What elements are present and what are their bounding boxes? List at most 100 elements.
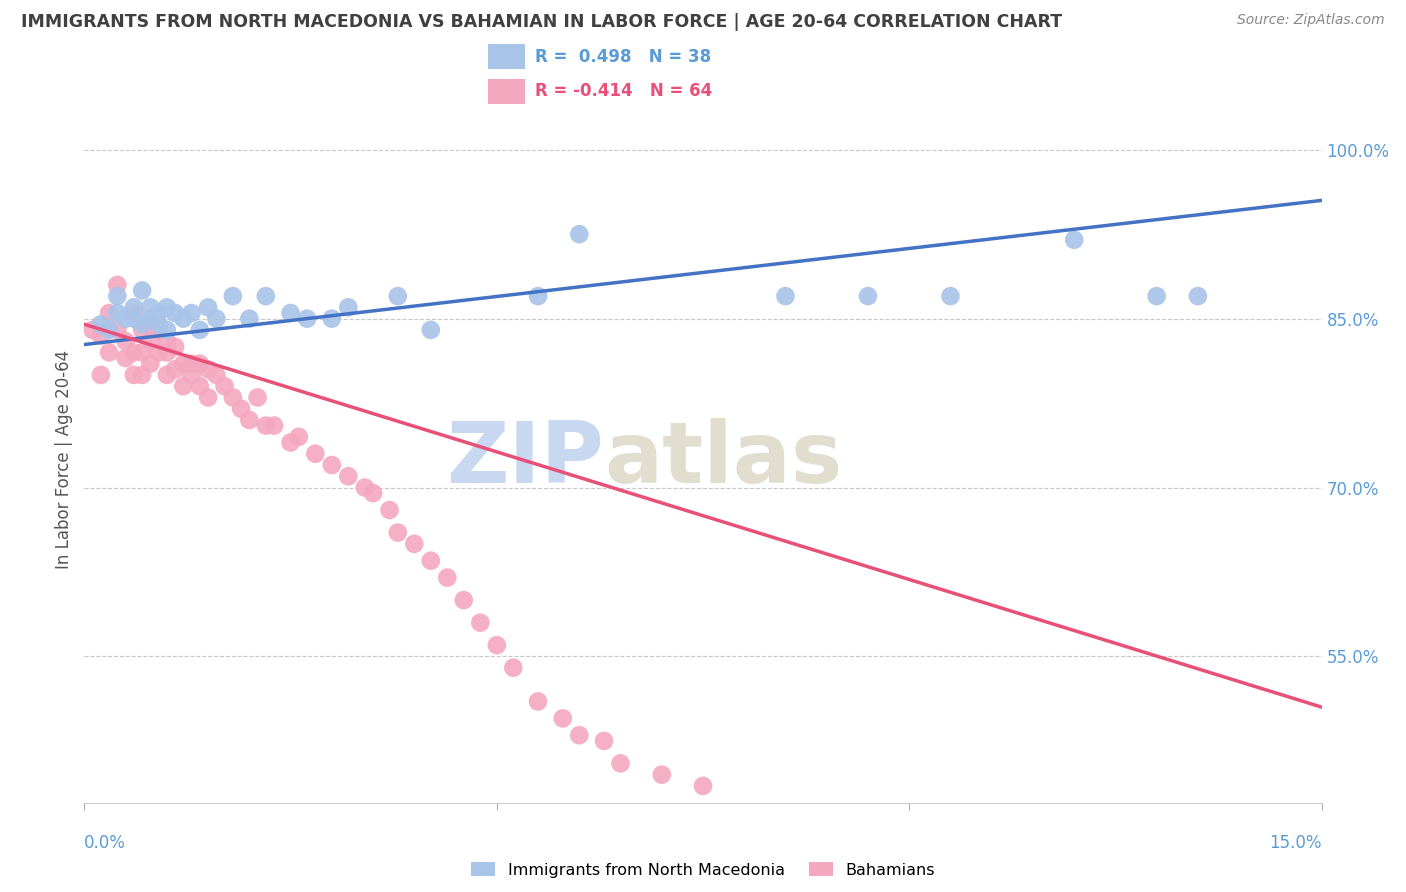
Point — [139, 357, 162, 371]
Point — [1146, 289, 1168, 303]
Point — [165, 306, 187, 320]
Point — [82, 323, 104, 337]
Point — [939, 289, 962, 303]
Point — [156, 323, 179, 337]
Point — [609, 756, 631, 771]
Point — [105, 277, 128, 292]
Point — [280, 435, 302, 450]
Point — [148, 318, 170, 332]
Point — [568, 728, 591, 742]
Point — [156, 345, 179, 359]
Point — [148, 306, 170, 320]
Point — [337, 469, 360, 483]
Point — [568, 227, 591, 242]
Y-axis label: In Labor Force | Age 20-64: In Labor Force | Age 20-64 — [55, 350, 73, 569]
Point — [229, 401, 252, 416]
FancyBboxPatch shape — [488, 44, 526, 69]
Point — [131, 368, 153, 382]
Point — [172, 311, 194, 326]
Point — [188, 379, 211, 393]
Point — [419, 554, 441, 568]
Point — [527, 694, 550, 708]
Point — [105, 306, 128, 320]
Point — [288, 430, 311, 444]
Point — [453, 593, 475, 607]
Text: Source: ZipAtlas.com: Source: ZipAtlas.com — [1237, 13, 1385, 28]
Text: ZIP: ZIP — [446, 417, 605, 501]
Point — [122, 311, 145, 326]
Point — [122, 345, 145, 359]
Point — [122, 306, 145, 320]
Point — [114, 334, 136, 348]
Point — [180, 306, 202, 320]
Point — [304, 447, 326, 461]
Point — [321, 311, 343, 326]
Point — [1063, 233, 1085, 247]
Text: R = -0.414   N = 64: R = -0.414 N = 64 — [536, 82, 713, 100]
Point — [172, 379, 194, 393]
Point — [470, 615, 492, 630]
Text: 15.0%: 15.0% — [1270, 834, 1322, 852]
Point — [205, 311, 228, 326]
Point — [321, 458, 343, 472]
Point — [246, 391, 269, 405]
Point — [90, 368, 112, 382]
FancyBboxPatch shape — [488, 78, 526, 104]
Point — [593, 734, 616, 748]
Point — [90, 328, 112, 343]
Point — [485, 638, 508, 652]
Point — [139, 318, 162, 332]
Point — [122, 301, 145, 315]
Point — [165, 362, 187, 376]
Point — [419, 323, 441, 337]
Point — [551, 711, 574, 725]
Point — [90, 318, 112, 332]
Point — [114, 311, 136, 326]
Point — [254, 289, 277, 303]
Point — [172, 357, 194, 371]
Point — [238, 413, 260, 427]
Point — [188, 323, 211, 337]
Point — [156, 368, 179, 382]
Point — [378, 503, 401, 517]
Point — [387, 289, 409, 303]
Point — [105, 323, 128, 337]
Point — [122, 368, 145, 382]
Point — [148, 323, 170, 337]
Point — [114, 351, 136, 365]
Point — [295, 311, 318, 326]
Point — [98, 345, 121, 359]
Point — [131, 345, 153, 359]
Point — [188, 357, 211, 371]
Point — [197, 391, 219, 405]
Point — [387, 525, 409, 540]
Point — [651, 767, 673, 781]
Point — [404, 537, 426, 551]
Point — [148, 345, 170, 359]
Point — [361, 486, 384, 500]
Point — [98, 323, 121, 337]
Text: R =  0.498   N = 38: R = 0.498 N = 38 — [536, 47, 711, 65]
Point — [131, 323, 153, 337]
Point — [131, 284, 153, 298]
Point — [205, 368, 228, 382]
Point — [502, 661, 524, 675]
Text: atlas: atlas — [605, 417, 842, 501]
Point — [139, 311, 162, 326]
Point — [180, 368, 202, 382]
Point — [280, 306, 302, 320]
Point — [105, 289, 128, 303]
Point — [214, 379, 236, 393]
Point — [180, 357, 202, 371]
Point — [197, 301, 219, 315]
Text: 0.0%: 0.0% — [84, 834, 127, 852]
Point — [337, 301, 360, 315]
Point — [131, 318, 153, 332]
Point — [139, 301, 162, 315]
Point — [436, 571, 458, 585]
Point — [254, 418, 277, 433]
Point — [197, 362, 219, 376]
Point — [692, 779, 714, 793]
Point — [856, 289, 879, 303]
Point — [165, 340, 187, 354]
